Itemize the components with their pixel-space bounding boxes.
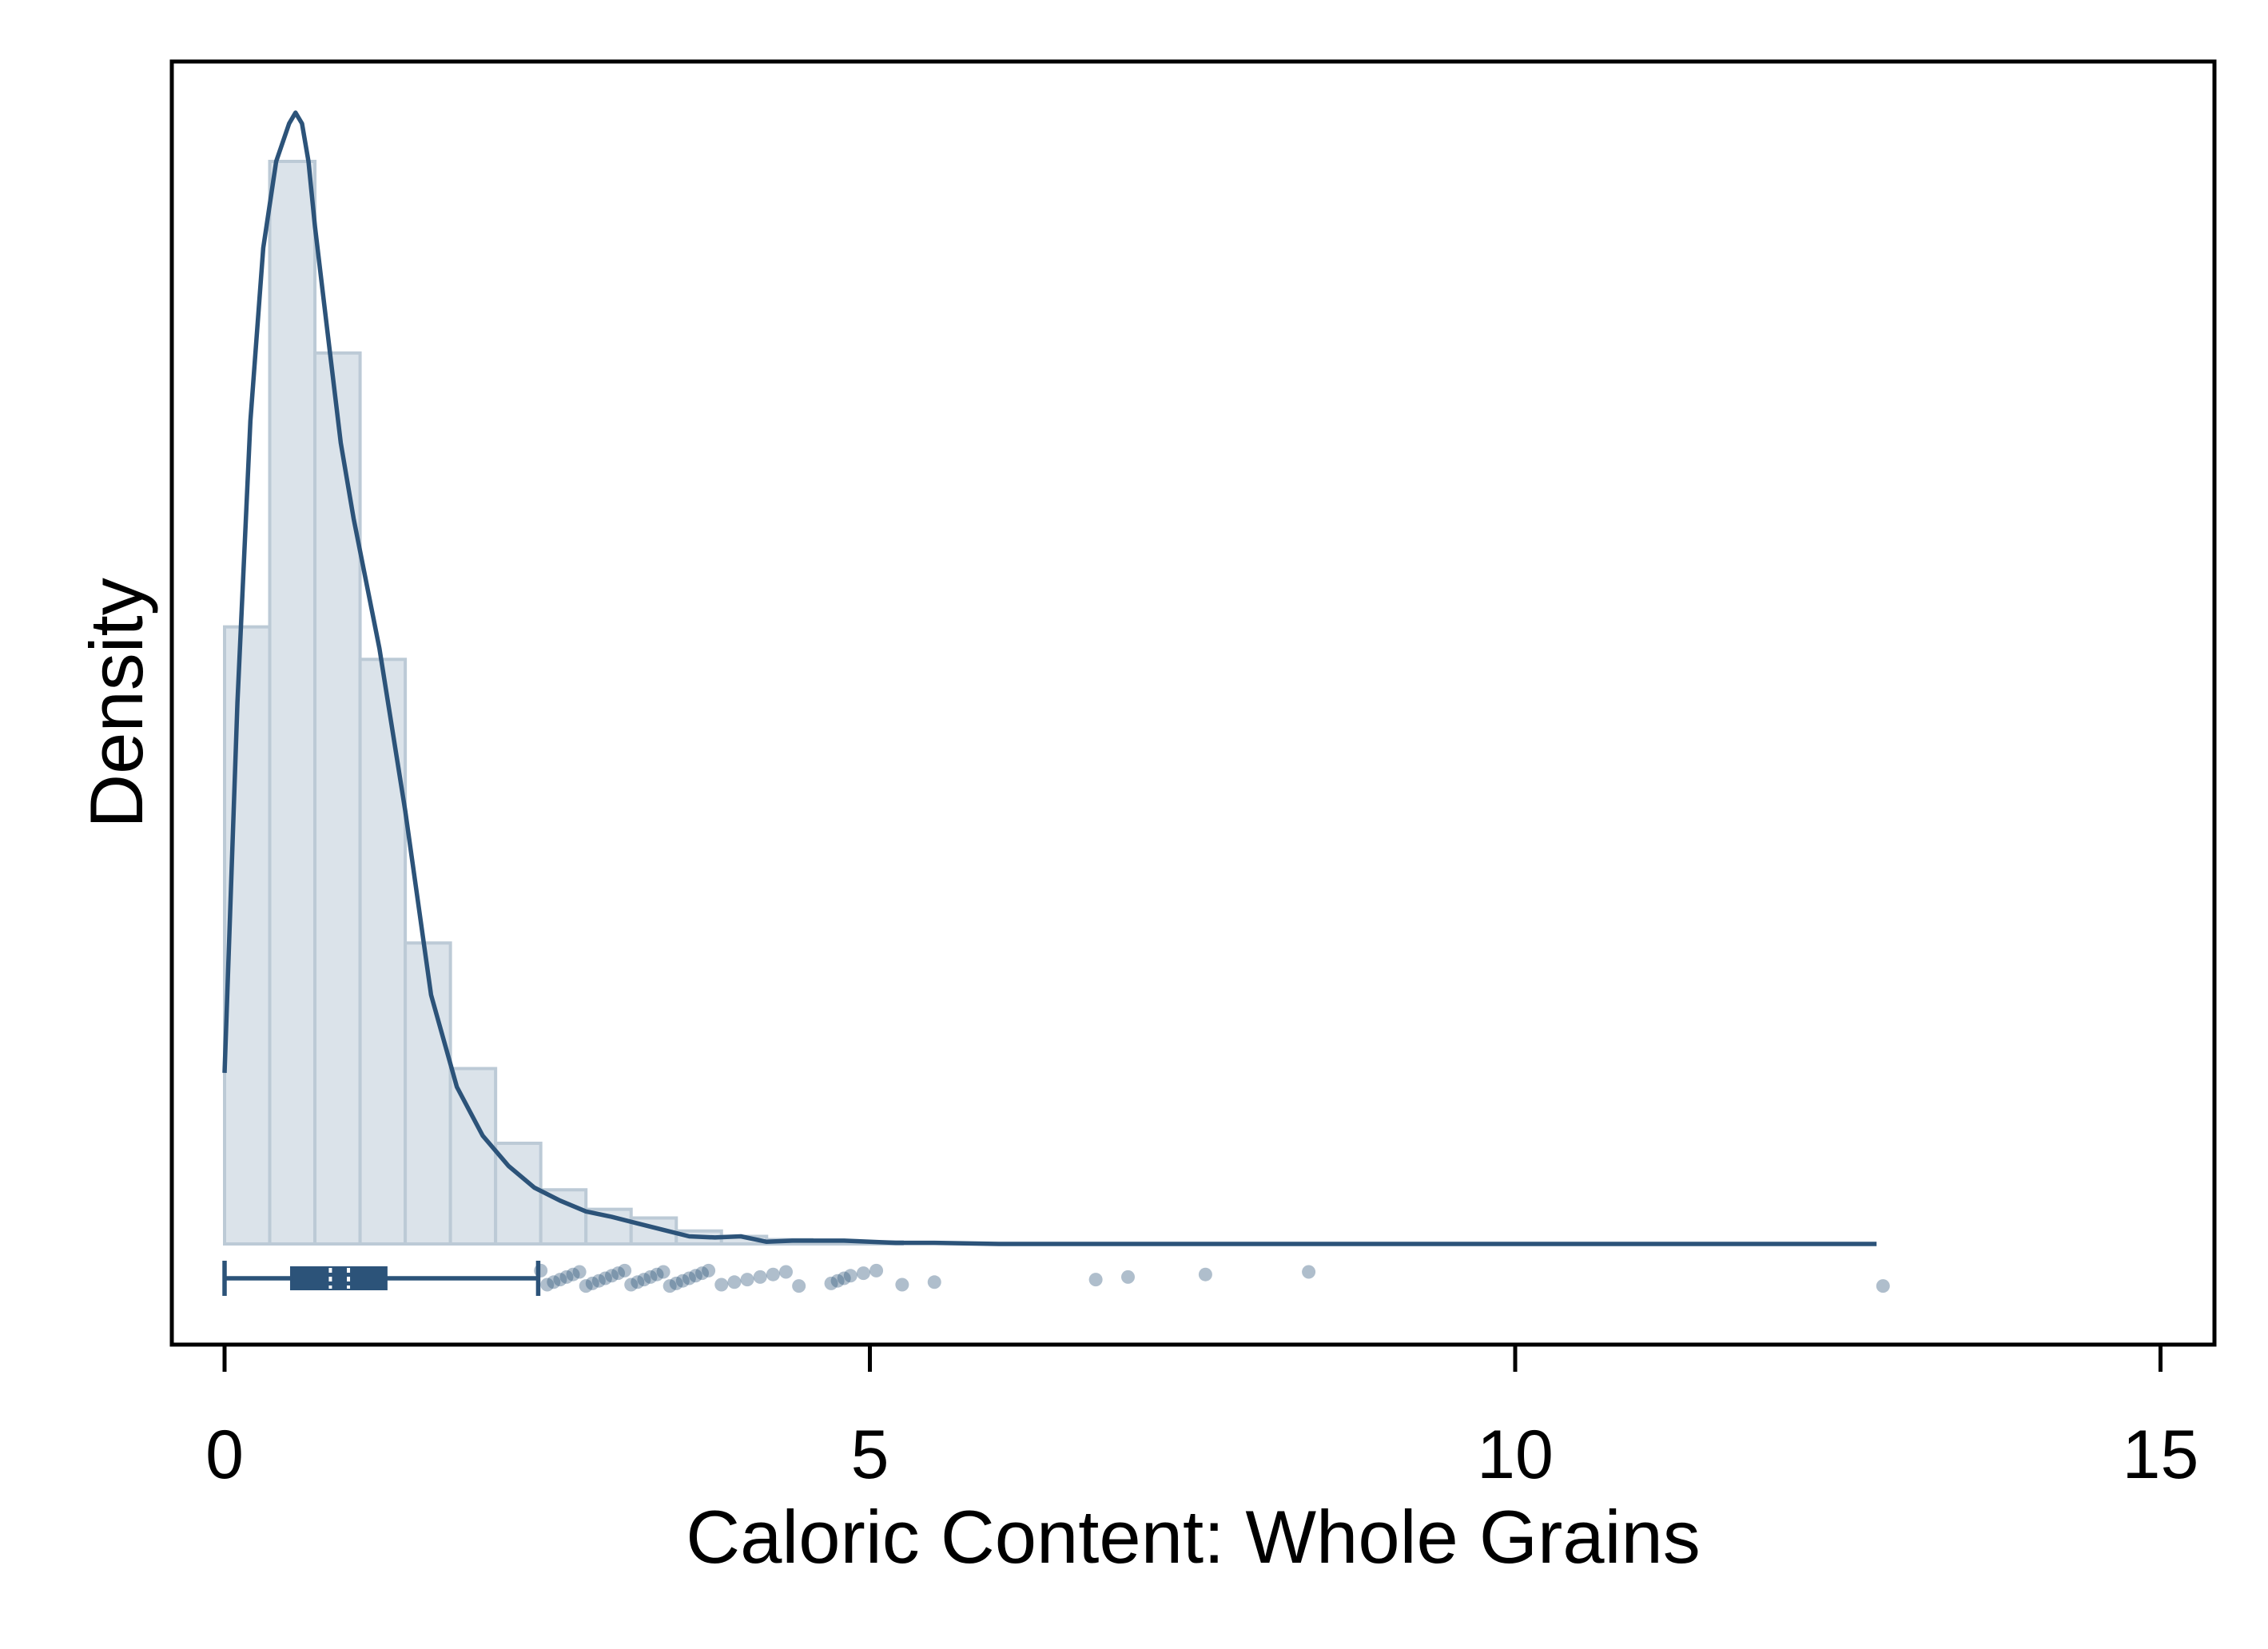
outlier-point: [1121, 1270, 1135, 1284]
outlier-point: [824, 1276, 838, 1290]
outlier-point: [662, 1279, 677, 1293]
outlier-point: [766, 1267, 780, 1281]
outlier-point: [927, 1275, 941, 1289]
outlier-point: [895, 1277, 909, 1292]
outlier-point: [605, 1269, 619, 1283]
histogram-bar: [539, 1188, 588, 1246]
outlier-point: [753, 1270, 767, 1284]
outlier-point: [688, 1269, 702, 1283]
histogram-bar: [448, 1067, 498, 1246]
outlier-point: [830, 1274, 845, 1288]
outlier-point: [656, 1265, 670, 1279]
plot-frame: [169, 59, 2217, 1347]
x-tick-label: 10: [1477, 1417, 1554, 1493]
outlier-point: [643, 1270, 658, 1284]
histogram-bar: [268, 160, 317, 1246]
outlier-point: [727, 1275, 742, 1289]
outlier-point: [869, 1263, 884, 1277]
histogram-bar: [223, 625, 272, 1246]
outlier-point: [740, 1273, 754, 1287]
outlier-point: [779, 1265, 794, 1279]
boxplot-box: [289, 1266, 388, 1290]
outlier-point: [702, 1263, 716, 1277]
outlier-point: [631, 1275, 645, 1289]
outlier-points: [534, 1263, 1890, 1293]
outlier-point: [650, 1267, 664, 1281]
outlier-point: [1198, 1267, 1212, 1281]
outlier-point: [624, 1277, 639, 1292]
outlier-point: [837, 1271, 851, 1285]
outlier-point: [534, 1263, 548, 1277]
outlier-point: [585, 1276, 599, 1290]
outlier-point: [611, 1266, 626, 1281]
outlier-point: [553, 1273, 567, 1287]
outlier-point: [669, 1276, 683, 1290]
x-tick-label: 15: [2123, 1417, 2199, 1493]
x-axis-title: Caloric Content: Whole Grains: [686, 1495, 1701, 1579]
histogram-bar: [404, 941, 452, 1246]
outlier-point: [579, 1279, 593, 1293]
outlier-point: [682, 1271, 696, 1285]
kde-density-line: [222, 110, 1877, 1246]
y-axis-title: Density: [74, 578, 158, 828]
outlier-point: [1088, 1273, 1103, 1287]
outlier-point: [547, 1275, 561, 1289]
outlier-point: [675, 1274, 690, 1288]
outlier-point: [559, 1270, 574, 1284]
outlier-point: [856, 1266, 870, 1281]
histogram-bar: [313, 351, 362, 1246]
outlier-point: [792, 1279, 806, 1293]
outlier-point: [540, 1277, 555, 1292]
outlier-point: [572, 1265, 587, 1279]
outlier-point: [843, 1269, 857, 1283]
outlier-point: [618, 1263, 632, 1277]
x-tick-label: 5: [851, 1417, 889, 1493]
boxplot: [222, 1261, 541, 1296]
outlier-point: [714, 1277, 729, 1292]
x-axis-ticks: 0 5 10 15: [205, 1345, 2198, 1493]
outlier-point: [566, 1267, 580, 1281]
outlier-point: [598, 1271, 612, 1285]
outlier-point: [695, 1266, 710, 1281]
outlier-point: [591, 1274, 606, 1288]
outlier-point: [637, 1273, 651, 1287]
outlier-point: [1302, 1265, 1316, 1279]
x-tick-label: 0: [205, 1417, 244, 1493]
histogram-bar: [358, 658, 408, 1246]
outlier-point: [1876, 1279, 1890, 1293]
